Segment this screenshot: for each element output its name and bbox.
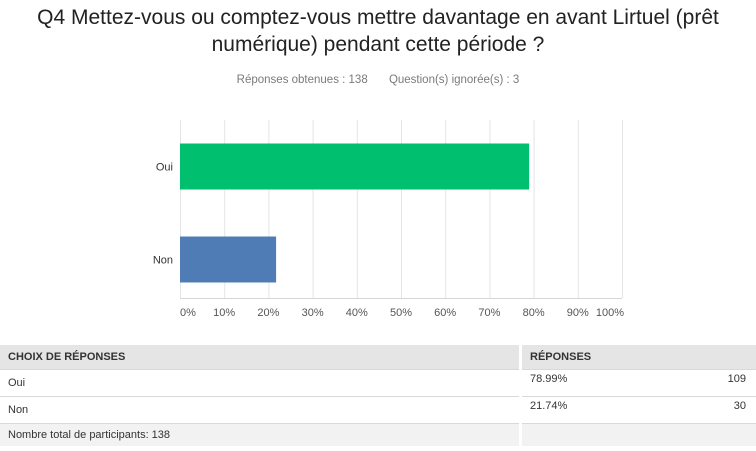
x-tick-label: 30% <box>302 307 324 319</box>
row-choice: Oui <box>0 369 521 397</box>
row-choice: Non <box>0 396 521 424</box>
bar-chart: 0% 10% 20% 30% 40% 50% 60% 70% 80% 90% 100% Oui Non <box>153 120 624 319</box>
table-row: Oui 78.99% 109 <box>0 369 756 397</box>
table-header-row: CHOIX DE RÉPONSES RÉPONSES <box>0 345 756 370</box>
bar-non <box>180 236 277 283</box>
x-tick-label: 80% <box>523 307 545 319</box>
category-label: Oui <box>156 162 173 174</box>
header-responses: RÉPONSES <box>519 345 756 370</box>
bar-oui <box>180 143 530 190</box>
x-tick-label: 90% <box>567 307 589 319</box>
x-tick-label: 40% <box>346 307 368 319</box>
total-row: Nombre total de participants: 138 <box>0 423 756 446</box>
table-row: Non 21.74% 30 <box>0 396 756 424</box>
results-table: CHOIX DE RÉPONSES RÉPONSES Oui 78.99% 10… <box>0 345 756 446</box>
x-tick-label: 70% <box>478 307 500 319</box>
x-tick-label: 100% <box>596 307 624 319</box>
x-tick-label: 10% <box>213 307 235 319</box>
row-percent: 78.99% <box>530 373 568 385</box>
response-stats: Réponses obtenues : 138 Question(s) igno… <box>0 74 756 86</box>
row-percent: 21.74% <box>530 400 568 412</box>
x-tick-label: 0% <box>180 307 196 319</box>
total-participants: Nombre total de participants: 138 <box>0 423 521 446</box>
question-title: Q4 Mettez-vous ou comptez-vous mettre da… <box>37 6 719 56</box>
x-tick-label: 20% <box>257 307 279 319</box>
row-count: 30 <box>733 400 746 412</box>
skipped-count: Question(s) ignorée(s) : 3 <box>388 74 520 86</box>
x-tick-label: 50% <box>390 307 412 319</box>
x-tick-label: 60% <box>434 307 456 319</box>
answered-count: Réponses obtenues : 138 <box>236 74 368 86</box>
category-label: Non <box>153 255 173 267</box>
header-choice: CHOIX DE RÉPONSES <box>0 345 521 370</box>
row-count: 109 <box>727 373 746 385</box>
